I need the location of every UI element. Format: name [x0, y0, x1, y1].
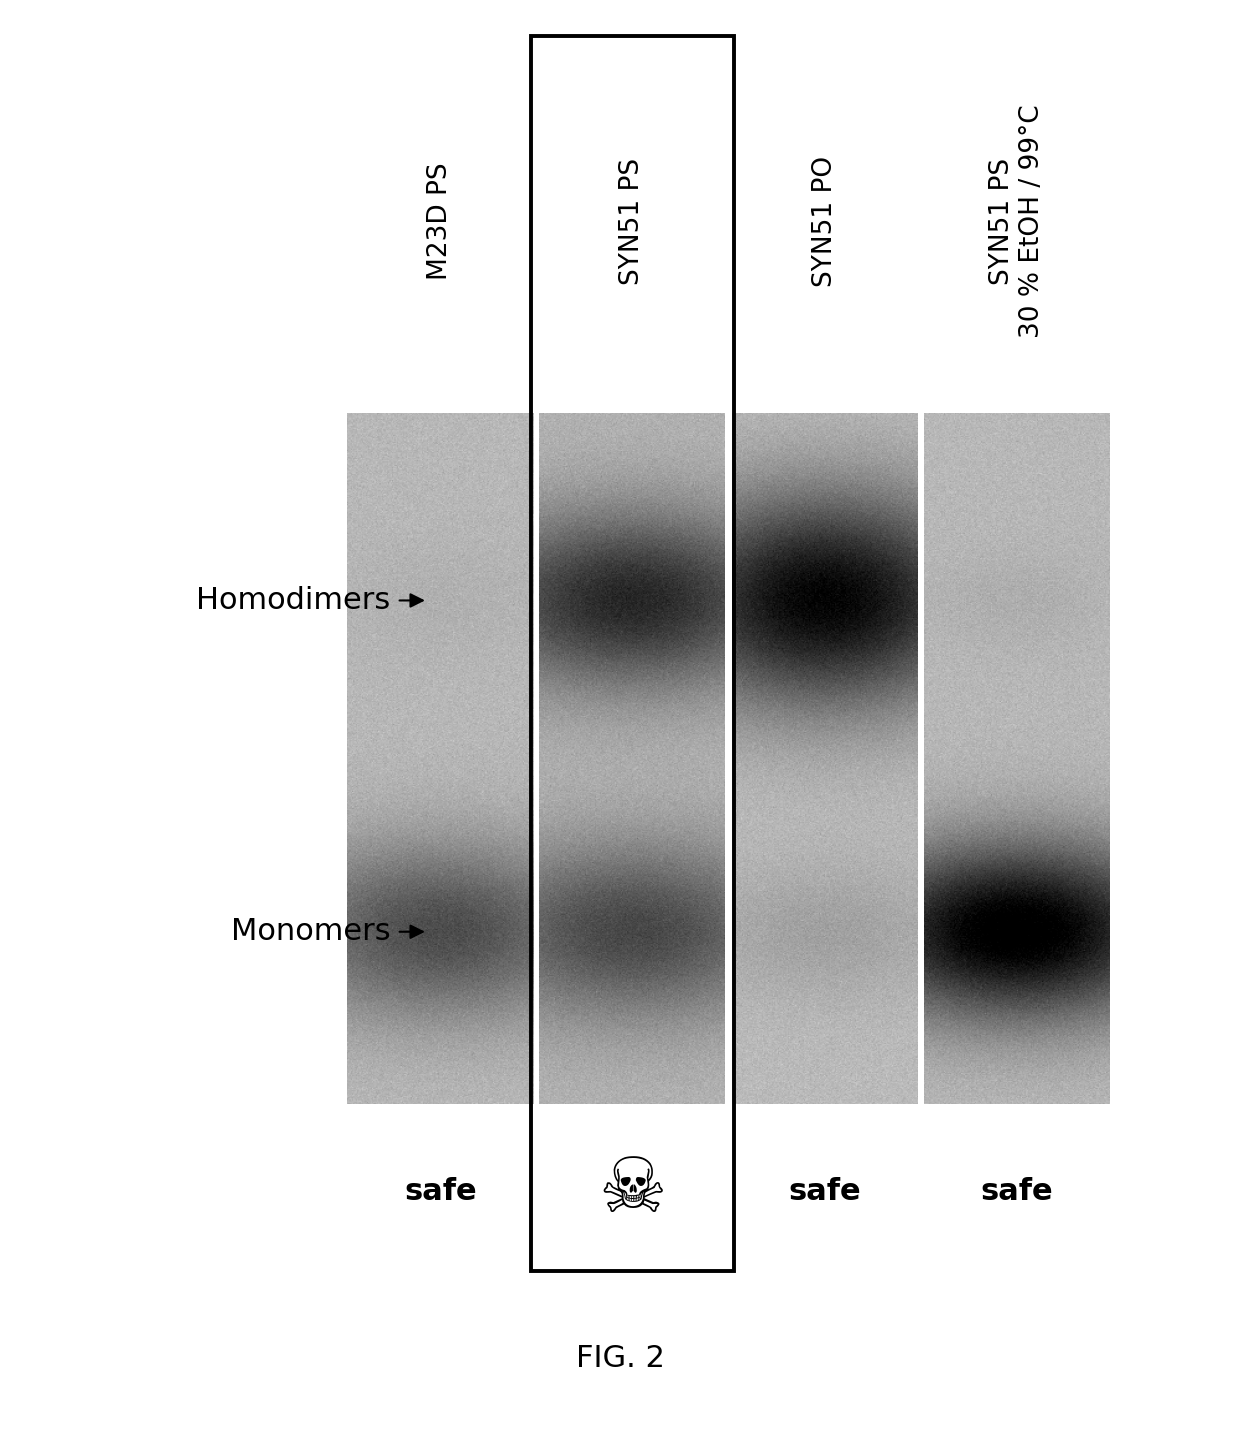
Text: SYN51 PS
30 % EtOH / 99°C: SYN51 PS 30 % EtOH / 99°C — [988, 105, 1045, 339]
Text: ☠: ☠ — [598, 1155, 667, 1228]
Bar — [531, 36, 734, 1271]
Text: FIG. 2: FIG. 2 — [575, 1344, 665, 1373]
Bar — [531, 36, 734, 411]
Text: safe: safe — [404, 1177, 476, 1206]
Text: safe: safe — [789, 1177, 861, 1206]
Bar — [531, 1104, 734, 1271]
Text: Monomers: Monomers — [231, 917, 391, 946]
Text: safe: safe — [981, 1177, 1053, 1206]
Text: Homodimers: Homodimers — [196, 586, 391, 615]
Text: SYN51 PS: SYN51 PS — [620, 158, 645, 285]
Text: SYN51 PO: SYN51 PO — [812, 155, 837, 288]
Text: M23D PS: M23D PS — [428, 163, 453, 280]
